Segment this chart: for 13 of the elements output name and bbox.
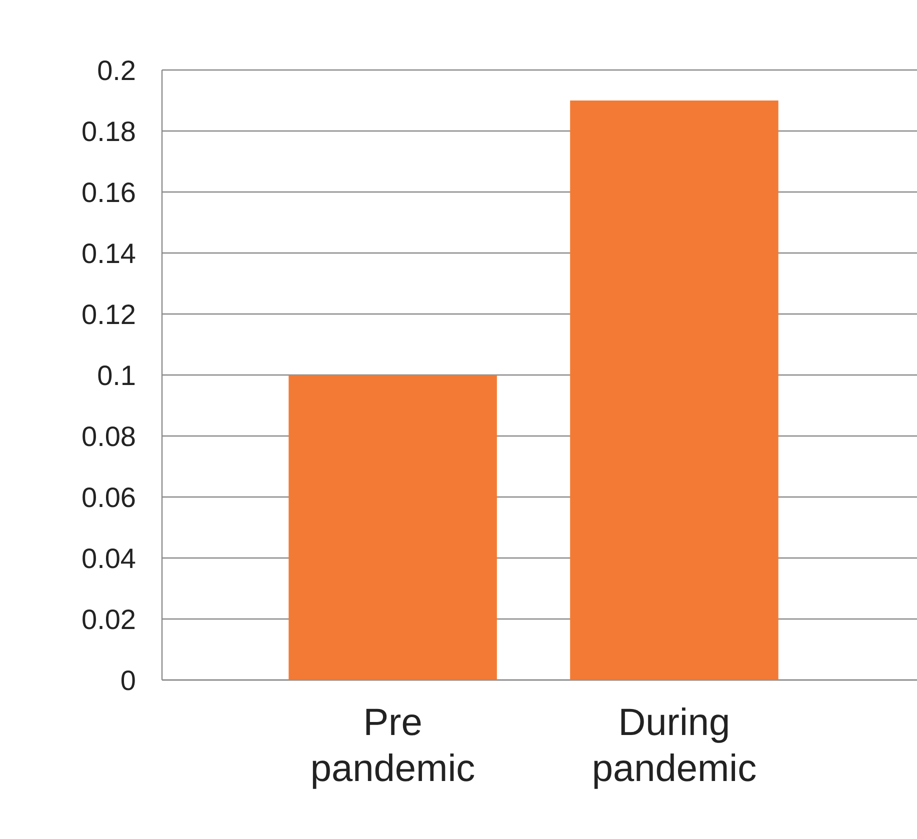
x-tick-label: During pandemic — [592, 702, 757, 790]
y-tick-label: 0.14 — [82, 238, 136, 269]
y-tick-label: 0.06 — [82, 482, 136, 513]
y-tick-label: 0.18 — [82, 116, 136, 147]
y-tick-label: 0.02 — [82, 604, 136, 635]
y-tick-label: 0.2 — [97, 54, 136, 86]
y-tick-label: 0.16 — [82, 176, 136, 208]
x-tick-label: Pre pandemic — [310, 702, 476, 790]
y-tick-label: 0.12 — [82, 298, 136, 330]
y-tick-label: 0.08 — [82, 420, 136, 452]
y-tick-label: 0 — [120, 664, 136, 696]
y-tick-label: 0.1 — [97, 360, 136, 391]
y-tick-label: 0.04 — [82, 542, 136, 574]
